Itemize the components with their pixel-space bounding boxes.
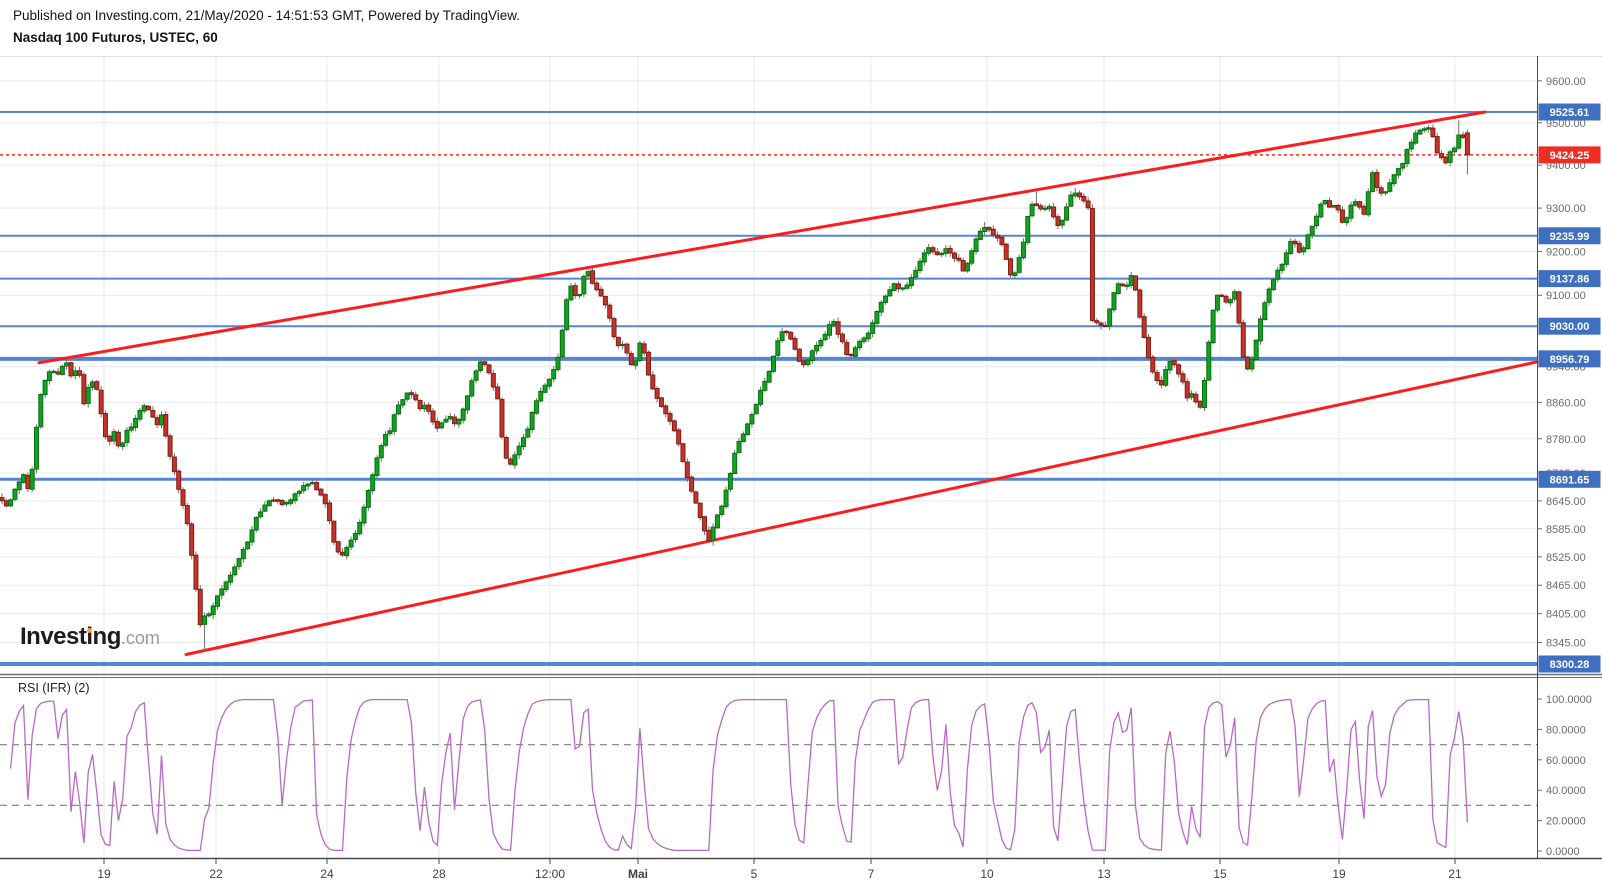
svg-text:9235.99: 9235.99 bbox=[1550, 231, 1590, 243]
svg-text:9030.00: 9030.00 bbox=[1550, 321, 1590, 333]
rsi-line bbox=[9, 698, 1469, 852]
svg-text:9525.61: 9525.61 bbox=[1550, 107, 1590, 119]
svg-text:8860.00: 8860.00 bbox=[1546, 397, 1586, 409]
time-tick-label: 7 bbox=[868, 867, 875, 881]
time-tick-label: 28 bbox=[432, 867, 446, 881]
svg-text:40.0000: 40.0000 bbox=[1546, 785, 1586, 797]
time-tick-label: 13 bbox=[1097, 867, 1111, 881]
candlestick-series bbox=[0, 120, 1470, 652]
svg-text:9200.00: 9200.00 bbox=[1546, 246, 1586, 258]
published-line: Published on Investing.com, 21/May/2020 … bbox=[13, 8, 521, 23]
price-level-tag bbox=[1538, 270, 1601, 288]
svg-text:8645.00: 8645.00 bbox=[1546, 496, 1586, 508]
svg-text:9500.00: 9500.00 bbox=[1546, 118, 1586, 130]
svg-text:100.0000: 100.0000 bbox=[1546, 694, 1592, 706]
trend-line bbox=[184, 360, 1539, 656]
svg-text:8780.00: 8780.00 bbox=[1546, 434, 1586, 446]
svg-text:80.0000: 80.0000 bbox=[1546, 724, 1586, 736]
time-tick-label: 22 bbox=[209, 867, 223, 881]
last-price-tag bbox=[1538, 146, 1601, 164]
svg-text:8300.28: 8300.28 bbox=[1550, 659, 1590, 671]
time-tick-label: 21 bbox=[1448, 867, 1462, 881]
rsi-layer bbox=[0, 698, 1537, 852]
time-tick-label: 10 bbox=[980, 867, 994, 881]
time-axis[interactable]: 19 22 24 28 12:00 Mai 5 7 10 13 15 19 21 bbox=[97, 858, 1462, 881]
time-tick-label: 12:00 bbox=[535, 867, 565, 881]
time-tick-label: 15 bbox=[1213, 867, 1227, 881]
symbol-title: Nasdaq 100 Futuros, USTEC, 60 bbox=[13, 30, 218, 45]
logo-text-right: ing bbox=[86, 623, 121, 650]
investing-logo: Investing .com bbox=[20, 624, 160, 651]
trend-lines bbox=[37, 110, 1539, 656]
svg-text:8956.79: 8956.79 bbox=[1550, 354, 1590, 366]
time-tick-label: 19 bbox=[1332, 867, 1346, 881]
svg-text:8405.00: 8405.00 bbox=[1546, 609, 1586, 621]
svg-text:9300.00: 9300.00 bbox=[1546, 203, 1586, 215]
time-tick-label: 5 bbox=[751, 867, 758, 881]
svg-text:8585.00: 8585.00 bbox=[1546, 524, 1586, 536]
svg-text:9600.00: 9600.00 bbox=[1546, 76, 1586, 88]
svg-text:9100.00: 9100.00 bbox=[1546, 290, 1586, 302]
price-level-tag bbox=[1538, 470, 1601, 488]
logo-orange-dot-icon bbox=[86, 627, 93, 633]
trend-line bbox=[37, 110, 1487, 365]
svg-text:8345.00: 8345.00 bbox=[1546, 637, 1586, 649]
svg-text:8465.00: 8465.00 bbox=[1546, 580, 1586, 592]
svg-text:60.0000: 60.0000 bbox=[1546, 755, 1586, 767]
time-tick-label: 19 bbox=[97, 867, 111, 881]
price-level-tag bbox=[1538, 227, 1601, 245]
price-level-tag bbox=[1538, 103, 1601, 121]
rsi-indicator-label: RSI (IFR) (2) bbox=[18, 681, 90, 695]
price-level-tag bbox=[1538, 350, 1601, 368]
svg-text:0.0000: 0.0000 bbox=[1546, 846, 1580, 858]
price-level-tag bbox=[1538, 655, 1601, 673]
svg-text:9137.86: 9137.86 bbox=[1550, 274, 1590, 286]
svg-text:9424.25: 9424.25 bbox=[1550, 150, 1590, 162]
svg-text:8525.00: 8525.00 bbox=[1546, 552, 1586, 564]
logo-suffix: .com bbox=[120, 628, 160, 648]
svg-text:8691.65: 8691.65 bbox=[1550, 474, 1590, 486]
price-level-tag bbox=[1538, 317, 1601, 335]
panel-borders bbox=[0, 56, 1602, 860]
svg-text:20.0000: 20.0000 bbox=[1546, 816, 1586, 828]
logo-text-left: Invest bbox=[20, 623, 87, 650]
price-axis[interactable]: 9600.009500.009400.009300.009200.009100.… bbox=[1537, 76, 1601, 858]
time-tick-label: Mai bbox=[628, 867, 648, 881]
time-tick-label: 24 bbox=[320, 867, 334, 881]
